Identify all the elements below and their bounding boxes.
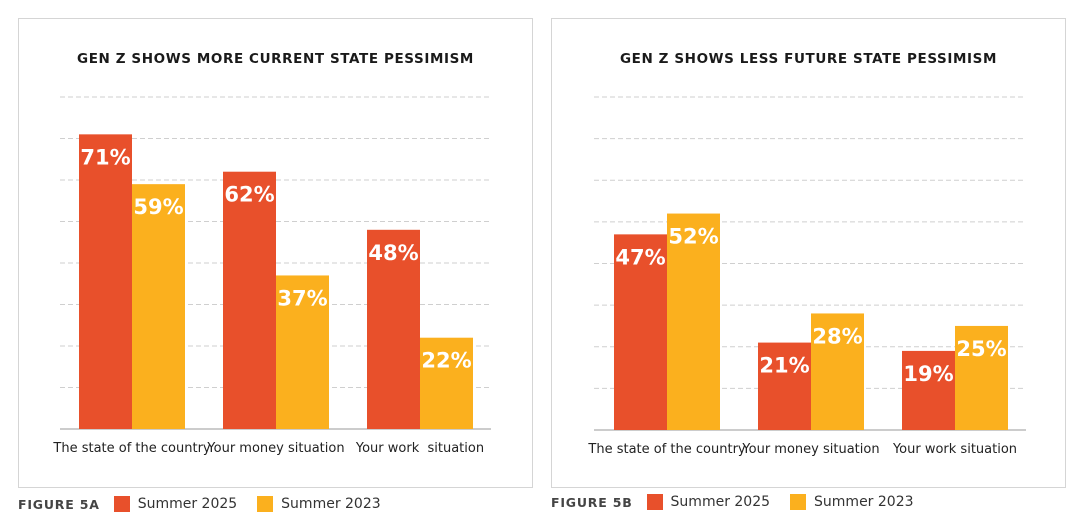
legend-label-summer-2025: Summer 2025	[670, 494, 771, 510]
figure-legend-5a: FIGURE 5A Summer 2025 Summer 2023	[18, 494, 401, 514]
figure-label: FIGURE 5A	[18, 496, 100, 512]
legend-swatch-summer-2025	[113, 496, 130, 512]
bar-summer-2025	[902, 350, 955, 430]
bar-value-label: 21%	[759, 354, 809, 378]
bar-summer-2025	[758, 342, 811, 430]
bar-summer-2023	[276, 275, 329, 429]
legend-label-summer-2023: Summer 2023	[281, 496, 381, 512]
x-tick-label: The state of the country	[52, 441, 211, 456]
bar-summer-2025	[367, 229, 420, 429]
bar-value-label: 47%	[615, 245, 665, 269]
bar-chart-5a: 71% 59% The state of the country 62% 37% Your…	[52, 96, 491, 456]
bar-value-label: 22%	[421, 349, 471, 373]
legend-label-summer-2025: Summer 2025	[137, 496, 238, 512]
bar-value-label: 62%	[224, 183, 274, 207]
bar-summer-2023	[420, 337, 473, 429]
bar-summer-2025	[79, 134, 132, 429]
bar-summer-2023	[811, 313, 864, 430]
bar-summer-2025	[614, 234, 667, 430]
x-tick-label: The state of the country	[587, 442, 746, 457]
chart-title: GEN Z SHOWS MORE CURRENT STATE PESSIMISM	[77, 51, 474, 67]
legend-label-summer-2023: Summer 2023	[814, 494, 914, 510]
x-tick-label: Your work situation	[355, 441, 484, 456]
x-tick-label: Your money situation	[741, 442, 879, 457]
x-tick-label: Your money situation	[206, 441, 344, 456]
bar-summer-2025	[223, 171, 276, 429]
figure-legend-5b: FIGURE 5B Summer 2025 Summer 2023	[551, 492, 934, 512]
bar-chart-5b: 47%52% The state of the country 21%28% Your…	[587, 96, 1026, 457]
bar-value-label: 71%	[80, 145, 130, 169]
bar-summer-2023	[132, 184, 185, 429]
x-tick-label: Your work situation	[892, 442, 1017, 457]
figure-label: FIGURE 5B	[551, 494, 633, 510]
bar-value-label: 25%	[956, 337, 1006, 361]
chart-panel-5a: GEN Z SHOWS MORE CURRENT STATE PESSIMISM…	[18, 18, 533, 488]
bar-value-label: 48%	[368, 241, 418, 265]
bar-value-label: 59%	[133, 195, 183, 219]
bar-value-label: 52%	[668, 225, 718, 249]
bar-summer-2023	[667, 213, 720, 430]
chart-panel-5b: GEN Z SHOWS LESS FUTURE STATE PESSIMISM …	[551, 18, 1066, 488]
bar-summer-2023	[955, 325, 1008, 430]
legend-swatch-summer-2025	[646, 494, 663, 510]
chart-title: GEN Z SHOWS LESS FUTURE STATE PESSIMISM	[619, 51, 998, 67]
legend-swatch-summer-2023	[257, 496, 274, 512]
bar-value-label: 19%	[903, 362, 953, 386]
legend-swatch-summer-2023	[790, 494, 807, 510]
bar-value-label: 28%	[812, 324, 862, 348]
bar-value-label: 37%	[277, 286, 327, 310]
